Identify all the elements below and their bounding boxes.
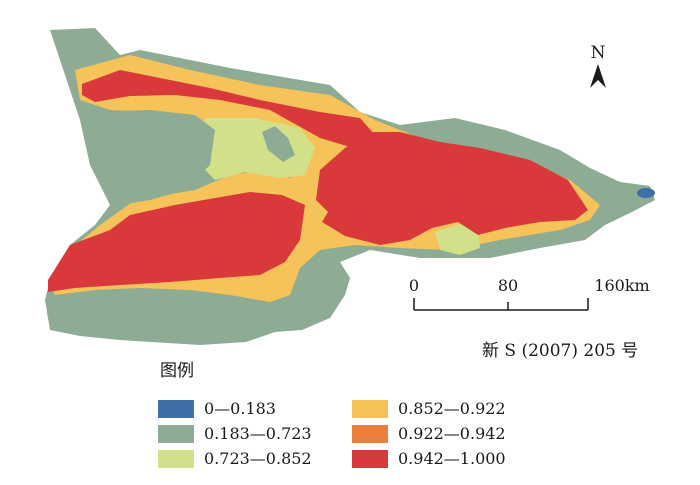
legend-item: 0.723—0.852 [158,446,312,471]
legend-label: 0.922—0.942 [398,424,506,443]
legend-swatch [352,399,388,418]
legend-swatch [158,424,194,443]
legend-item: 0—0.183 [158,396,312,421]
legend-swatch [352,449,388,468]
legend-label: 0.942—1.000 [398,449,506,468]
legend-label: 0.723—0.852 [204,449,312,468]
zone-basin-grey [88,110,215,205]
zone-pale-green [200,118,315,180]
legend-item: 0.183—0.723 [158,421,312,446]
legend-label: 0—0.183 [204,399,276,418]
legend-swatch [352,424,388,443]
north-arrow-icon [590,64,606,88]
legend-item: 0.852—0.922 [352,396,506,421]
north-arrow: N [590,43,606,88]
legend-swatch [158,399,194,418]
scale-tick-1: 80 [498,276,518,295]
legend-swatch [158,449,194,468]
legend-label: 0.183—0.723 [204,424,312,443]
north-label: N [591,43,606,63]
legend-item: 0.942—1.000 [352,446,506,471]
zone-red-north [82,70,375,150]
scale-tick-2: 160km [594,276,649,295]
zone-pale-green-2 [435,224,480,255]
legend-column-left: 0—0.183 0.183—0.723 0.723—0.852 [158,396,312,471]
legend-title: 图例 [160,361,194,381]
legend-item: 0.922—0.942 [352,421,506,446]
zone-basin-grey-2 [262,126,295,162]
zone-red-west [48,192,305,292]
legend-column-right: 0.852—0.922 0.922—0.942 0.942—1.000 [352,396,506,471]
scale-bar: 0 80 160km [409,276,650,311]
legend-label: 0.852—0.922 [398,399,506,418]
zone-red-east [316,132,588,245]
zone-blue-patch [637,188,655,198]
scale-tick-0: 0 [409,276,419,295]
map-approval-number: 新 S (2007) 205 号 [482,341,639,361]
